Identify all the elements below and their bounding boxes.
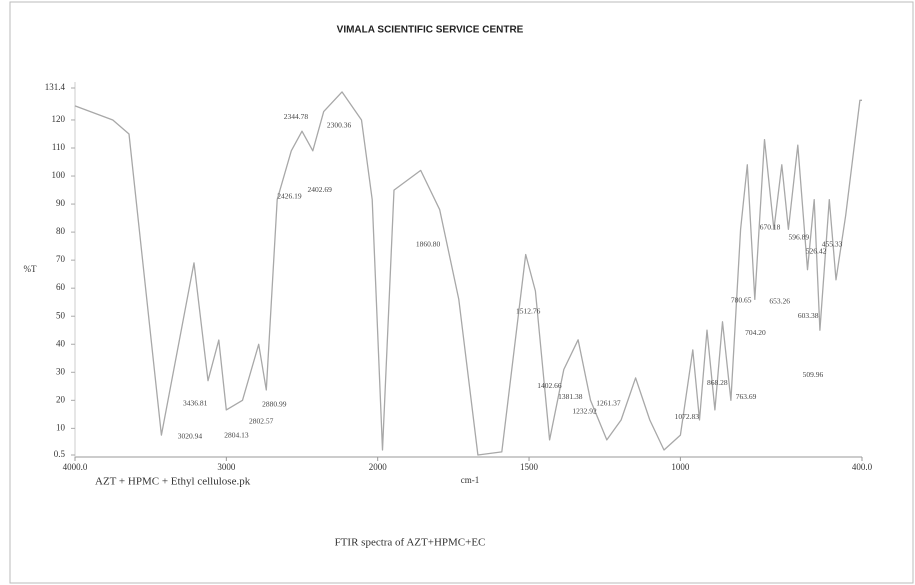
peak-label: 780.65 <box>731 296 752 305</box>
peak-label: 2402.69 <box>307 185 332 194</box>
y-tick-label: 90 <box>56 198 66 208</box>
peak-label: 2344.78 <box>284 112 309 121</box>
x-axis-label: cm-1 <box>461 475 480 485</box>
y-tick-label: 100 <box>52 170 66 180</box>
y-tick-label: 120 <box>52 114 66 124</box>
peak-label: 2802.57 <box>249 417 274 426</box>
peak-label: 1512.76 <box>516 306 541 315</box>
y-axis-label: %T <box>24 264 37 274</box>
peak-label: 670.18 <box>760 222 781 231</box>
peak-label: 1860.80 <box>416 239 441 248</box>
peak-label: 1381.38 <box>558 392 583 401</box>
y-tick-label: 50 <box>56 310 66 320</box>
y-tick-label: 131.4 <box>45 82 66 92</box>
peak-label: 2804.13 <box>224 431 249 440</box>
peak-label: 868.28 <box>707 378 728 387</box>
x-tick-label: 1000 <box>671 462 690 472</box>
peak-label: 653.26 <box>769 297 790 306</box>
peak-label: 2426.19 <box>277 192 302 201</box>
peak-label: 1072.83 <box>675 412 700 421</box>
peak-label: 509.96 <box>803 370 824 379</box>
peak-label: 3020.94 <box>178 431 203 440</box>
x-tick-label: 2000 <box>369 462 388 472</box>
x-tick-label: 4000.0 <box>63 462 88 472</box>
y-tick-label: 80 <box>56 226 66 236</box>
y-tick-label: 10 <box>56 422 66 432</box>
peak-label: 2300.36 <box>327 120 352 129</box>
y-tick-label: 0.5 <box>54 449 66 459</box>
figure-frame <box>9 1 914 584</box>
y-tick-label: 110 <box>52 142 66 152</box>
peak-label: 704.20 <box>745 328 766 337</box>
peak-label: 1402.66 <box>537 381 562 390</box>
x-tick-label: 400.0 <box>852 462 873 472</box>
peak-label: 1232.92 <box>572 406 597 415</box>
peak-label: 1261.37 <box>596 399 621 408</box>
caption: FTIR spectra of AZT+HPMC+EC <box>335 537 486 549</box>
x-tick-label: 1500 <box>520 462 539 472</box>
peak-label: 2880.99 <box>262 400 287 409</box>
sample-name: AZT + HPMC + Ethyl cellulose.pk <box>95 476 251 488</box>
x-tick-label: 3000 <box>217 462 236 472</box>
y-tick-label: 20 <box>56 394 66 404</box>
peak-label: 763.69 <box>736 392 757 401</box>
y-tick-label: 70 <box>56 254 66 264</box>
y-tick-label: 30 <box>56 366 66 376</box>
peak-label: 526.42 <box>806 246 827 255</box>
peak-label: 455.33 <box>822 239 843 248</box>
y-tick-label: 40 <box>56 338 66 348</box>
y-tick-label: 60 <box>56 282 66 292</box>
chart-title: VIMALA SCIENTIFIC SERVICE CENTRE <box>337 25 524 36</box>
peak-label: 603.38 <box>798 311 819 320</box>
peak-label: 3436.81 <box>183 399 208 408</box>
spectrum-line <box>74 91 862 456</box>
peak-label: 596.89 <box>788 232 809 241</box>
